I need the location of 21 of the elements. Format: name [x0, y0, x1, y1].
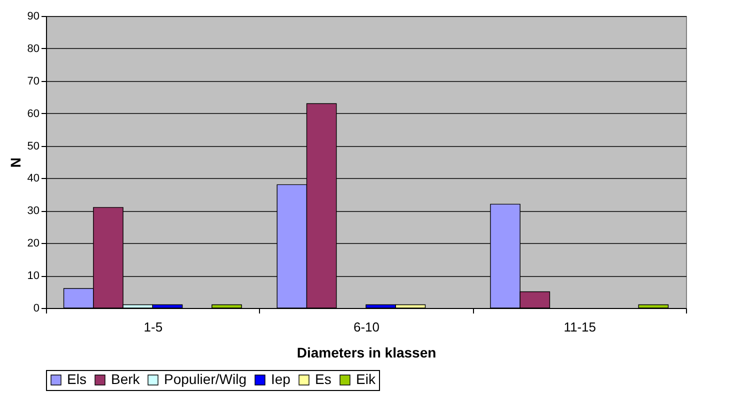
legend-label: Iep — [271, 371, 291, 387]
legend-label: Berk — [111, 371, 141, 387]
y-tick-label: 60 — [27, 108, 40, 120]
legend-label: Populier/Wilg — [164, 371, 246, 387]
y-tick-label: 20 — [27, 238, 40, 250]
x-tick-label: 1-5 — [144, 320, 163, 334]
y-tick-label: 10 — [27, 270, 40, 282]
y-axis-title: N — [7, 157, 24, 168]
y-tick-label: 0 — [33, 302, 40, 314]
y-tick-label: 30 — [27, 205, 40, 218]
y-tick-label: 80 — [27, 42, 40, 55]
y-tick-label: 70 — [27, 75, 40, 88]
y-tick-label: 50 — [27, 140, 40, 152]
legend-label: Els — [67, 371, 86, 387]
x-tick-label: 6-10 — [353, 320, 380, 334]
y-tick-label: 40 — [27, 172, 40, 185]
x-axis-title: Diameters in klassen — [296, 344, 436, 360]
legend-label: Es — [315, 371, 332, 387]
y-tick-label: 90 — [27, 10, 40, 22]
legend-label: Eik — [356, 371, 376, 387]
x-tick-label: 11-15 — [564, 320, 596, 334]
